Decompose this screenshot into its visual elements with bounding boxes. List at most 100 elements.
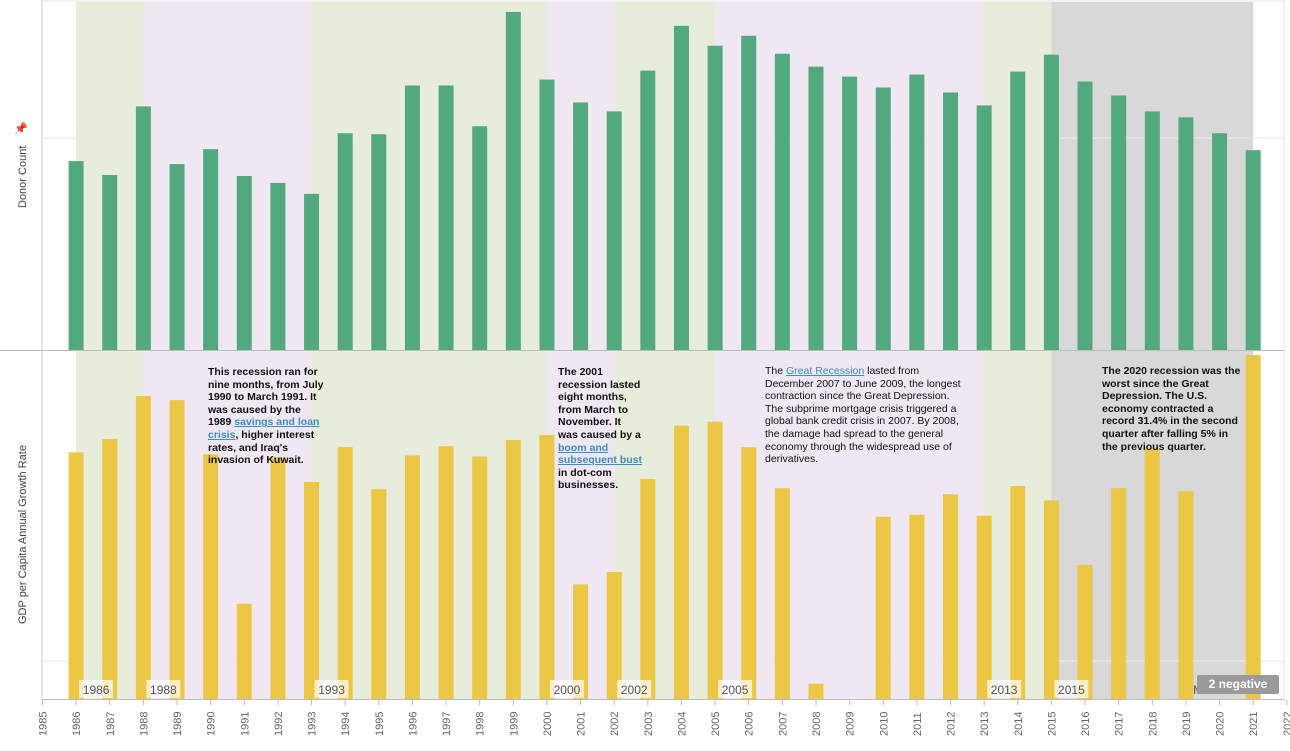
donor-bar-2006[interactable] [741,35,757,350]
donor-bar-2014[interactable] [1010,71,1026,350]
x-tick-label-2004: 2004 [676,712,688,736]
gdp-bar-2001[interactable] [573,584,589,699]
y-axis-label-bottom: GDP per Capita Annual Growth Rate [17,445,29,624]
donor-bar-2012[interactable] [943,92,959,350]
donor-bar-1995[interactable] [371,134,387,350]
gdp-bar-2015[interactable] [1043,500,1059,699]
gdp-bar-2005[interactable] [707,421,723,699]
gdp-bar-2007[interactable] [774,488,790,699]
donor-bar-2021[interactable] [1245,150,1261,350]
band-label-7: 2015 [1058,683,1085,697]
donor-bar-1998[interactable] [472,126,488,351]
gdp-bar-2016[interactable] [1077,564,1093,699]
donor-bar-2019[interactable] [1178,117,1194,350]
band-label-0: 1986 [83,683,110,697]
gdp-bar-1995[interactable] [371,489,387,699]
gdp-bar-2010[interactable] [875,516,891,699]
donor-bar-1986[interactable] [68,161,84,350]
boom-bust-link-cont[interactable]: subsequent bust [558,454,643,467]
x-tick-label-2011: 2011 [912,712,924,736]
donor-bar-2009[interactable] [842,76,858,351]
gdp-bar-2006[interactable] [741,447,757,699]
x-tick-label-1991: 1991 [239,712,251,736]
donor-bar-2005[interactable] [707,45,723,351]
donor-bar-1996[interactable] [404,85,420,351]
pin-icon[interactable]: 📌 [14,121,28,135]
gdp-bar-1997[interactable] [438,446,454,699]
gdp-bar-2008[interactable] [808,683,824,699]
donor-bar-2010[interactable] [875,87,891,350]
donor-bar-2002[interactable] [606,111,622,350]
gdp-bar-1999[interactable] [505,440,521,699]
donor-bar-1991[interactable] [236,176,252,350]
gdp-bar-1987[interactable] [102,439,118,699]
gdp-bar-2011[interactable] [909,514,925,699]
gdp-bar-1991[interactable] [236,603,252,699]
donor-bar-1987[interactable] [102,175,118,350]
donor-bar-1999[interactable] [505,11,521,350]
boom-bust-link[interactable]: boom and [558,441,609,454]
x-tick-label-2007: 2007 [777,712,789,736]
donor-bar-2016[interactable] [1077,81,1093,351]
donor-bar-2017[interactable] [1111,95,1127,350]
x-tick-label-1986: 1986 [71,712,83,736]
gdp-bar-2014[interactable] [1010,486,1026,699]
savings-loan-link[interactable]: savings and loan [234,416,320,429]
band-label-4: 2002 [621,683,648,697]
x-tick-label-2019: 2019 [1181,712,1193,736]
x-tick-label-1994: 1994 [340,712,352,736]
x-tick-label-2009: 2009 [845,712,857,736]
gdp-bar-1986[interactable] [68,452,84,699]
gdp-bar-1996[interactable] [404,455,420,699]
donor-bar-1988[interactable] [135,106,151,351]
donor-bar-1997[interactable] [438,85,454,351]
donor-bar-2018[interactable] [1144,111,1160,350]
great-recession-link[interactable]: Great Recession [786,365,865,377]
gdp-bar-2013[interactable] [976,515,992,699]
gdp-bar-1998[interactable] [472,456,488,699]
gdp-bar-1994[interactable] [337,447,353,699]
donor-bar-2015[interactable] [1043,54,1059,350]
x-tick-label-2018: 2018 [1147,712,1159,736]
gdp-bar-2018[interactable] [1144,448,1160,699]
donor-bar-1994[interactable] [337,133,353,350]
x-tick-label-2000: 2000 [542,712,554,736]
gdp-bar-1993[interactable] [304,482,320,699]
gdp-bar-1988[interactable] [135,396,151,699]
gdp-bar-2003[interactable] [640,478,656,699]
x-tick-label-1996: 1996 [407,712,419,736]
x-tick-label-2020: 2020 [1215,712,1227,736]
band-label-3: 2000 [554,683,581,697]
gdp-bar-2019[interactable] [1178,491,1194,699]
donor-bar-1989[interactable] [169,164,185,350]
gdp-bar-2002[interactable] [606,572,622,699]
donor-bar-2007[interactable] [774,53,790,351]
donor-bar-1990[interactable] [203,149,219,350]
donor-bar-1992[interactable] [270,182,286,350]
gdp-bar-2000[interactable] [539,434,555,699]
donor-bar-2011[interactable] [909,74,925,350]
band-label-bg-3 [549,680,584,698]
negative-count-badge[interactable]: 2 negative [1197,675,1279,694]
gdp-bar-2004[interactable] [673,425,689,699]
gdp-bar-1989[interactable] [169,400,185,699]
donor-bar-2000[interactable] [539,79,555,350]
gdp-bar-2017[interactable] [1111,488,1127,699]
donor-bar-2008[interactable] [808,66,824,350]
donor-bar-2003[interactable] [640,70,656,350]
donor-bar-2004[interactable] [673,25,689,351]
x-tick-label-2014: 2014 [1013,712,1025,736]
donor-bar-2001[interactable] [573,102,589,351]
gdp-bar-2012[interactable] [943,494,959,699]
gdp-bar-1990[interactable] [203,454,219,699]
gdp-bar-1992[interactable] [270,457,286,699]
donor-bar-2013[interactable] [976,105,992,350]
donor-bar-2020[interactable] [1212,133,1228,350]
band-label-bg-2 [314,680,349,698]
savings-loan-link-cont[interactable]: crisis [208,428,236,441]
x-tick-label-1988: 1988 [138,712,150,736]
donor-bar-1993[interactable] [304,193,320,350]
gdp-bar-2021[interactable] [1245,355,1261,699]
